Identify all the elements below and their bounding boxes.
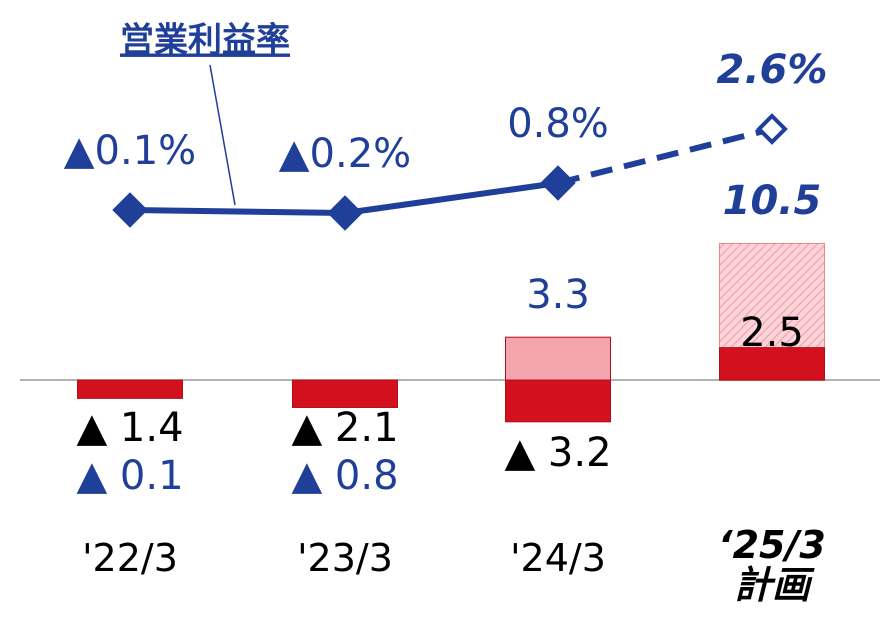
marker	[756, 113, 788, 145]
x-tick-label: '22/3	[82, 536, 178, 580]
bar	[719, 347, 825, 381]
x-tick-label: '23/3	[297, 536, 393, 580]
value-label: 3.3	[526, 272, 590, 318]
value-label: ▲ 1.4	[76, 405, 183, 451]
value-label: ▲0.2%	[279, 131, 411, 177]
x-tick-label: ‘25/3 計画	[718, 523, 826, 607]
value-label: 10.5	[723, 178, 822, 224]
value-label: ▲ 3.2	[504, 430, 611, 476]
bar	[77, 379, 183, 399]
value-label: ▲0.1%	[64, 128, 196, 174]
bar	[505, 336, 611, 381]
value-label: 2.5	[740, 310, 804, 356]
plan-line	[557, 126, 773, 186]
value-label: ▲ 2.1	[291, 405, 398, 451]
bar	[292, 379, 398, 408]
value-label: ▲ 0.1	[76, 453, 183, 499]
leader-line	[209, 64, 236, 206]
value-label: ▲ 0.8	[291, 453, 398, 499]
value-label: 2.6%	[717, 47, 828, 93]
marker	[540, 165, 576, 201]
value-label: 0.8%	[507, 101, 609, 147]
bar	[505, 379, 611, 423]
line-series-label: 営業利益率	[120, 21, 290, 61]
marker	[112, 192, 148, 228]
x-tick-label: '24/3	[510, 536, 606, 580]
marker	[327, 195, 363, 231]
